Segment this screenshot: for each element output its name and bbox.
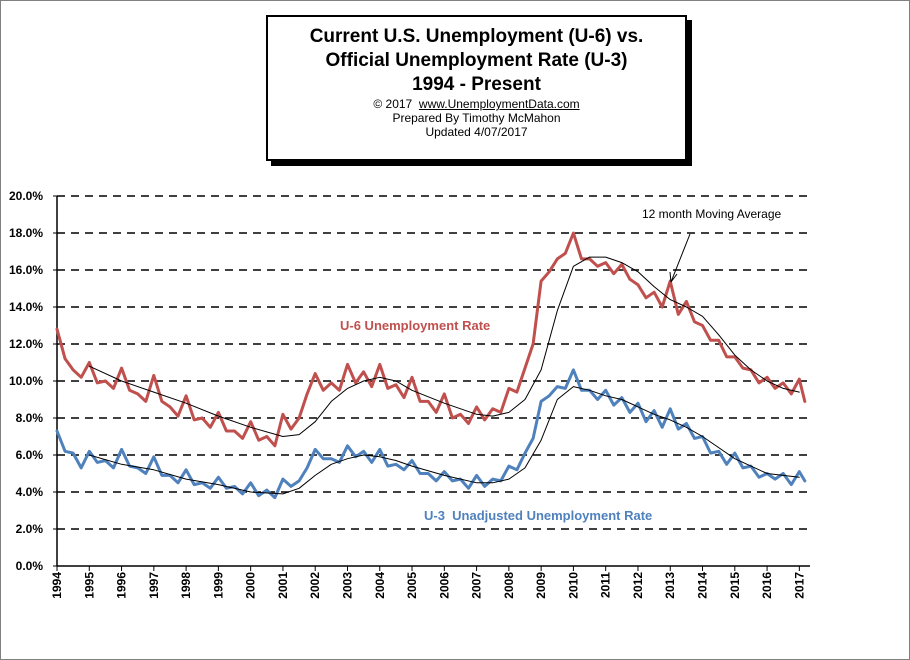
chart-title-line-3: 1994 - Present bbox=[412, 74, 541, 95]
x-tick-label: 2008 bbox=[502, 572, 516, 599]
x-tick-label: 1998 bbox=[179, 572, 193, 599]
moving-average-label: 12 month Moving Average bbox=[642, 207, 782, 221]
website-link[interactable]: www.UnemploymentData.com bbox=[418, 97, 580, 111]
moving-average-arrow-head bbox=[669, 271, 678, 283]
y-tick-label: 18.0% bbox=[9, 226, 43, 240]
y-tick-label: 16.0% bbox=[9, 263, 43, 277]
u3-series-label: U-3 Unadjusted Unemployment Rate bbox=[424, 508, 652, 523]
x-tick-label: 2017 bbox=[792, 572, 806, 599]
axis-layer: 0.0% 2.0% 4.0% 6.0% 8.0% 10.0% 12.0% 14.0% 16.0%… bbox=[9, 189, 810, 599]
x-tick-label: 2007 bbox=[470, 572, 484, 599]
x-tick-label: 2000 bbox=[244, 572, 258, 599]
x-tick-label: 2010 bbox=[566, 572, 580, 599]
u6-series-label: U-6 Unemployment Rate bbox=[340, 318, 490, 333]
x-tick-label: 1999 bbox=[211, 572, 225, 599]
y-tick-label: 20.0% bbox=[9, 189, 43, 203]
u6-moving-average-line bbox=[88, 256, 800, 437]
x-tick-label: 2006 bbox=[437, 572, 451, 599]
x-tick-label: 2016 bbox=[760, 572, 774, 599]
x-tick-label: 1996 bbox=[115, 572, 129, 599]
y-tick-label: 12.0% bbox=[9, 337, 43, 351]
x-tick-label: 2012 bbox=[631, 572, 645, 599]
chart-title-line-2: Official Unemployment Rate (U-3) bbox=[325, 50, 628, 71]
y-tick-label: 4.0% bbox=[16, 485, 44, 499]
x-tick-label: 2011 bbox=[599, 572, 613, 598]
annotation-layer: 12 month Moving Average U-6 Unemployment… bbox=[340, 207, 782, 523]
x-tick-label: 2005 bbox=[405, 572, 419, 599]
y-tick-label: 14.0% bbox=[9, 300, 43, 314]
x-tick-label: 1994 bbox=[50, 572, 64, 599]
y-tick-label: 6.0% bbox=[16, 448, 44, 462]
y-tick-label: 8.0% bbox=[16, 411, 44, 425]
x-tick-label: 2001 bbox=[276, 572, 290, 599]
chart-title-box: Current U.S. Unemployment (U-6) vs. Offi… bbox=[266, 15, 687, 161]
x-tick-label: 1995 bbox=[82, 572, 96, 599]
copyright-line: © 2017 www.UnemploymentData.com bbox=[268, 97, 685, 111]
moving-average-arrow-line bbox=[670, 233, 691, 283]
y-tick-label: 2.0% bbox=[16, 522, 44, 536]
x-tick-label: 2004 bbox=[373, 572, 387, 599]
prepared-by: Prepared By Timothy McMahon bbox=[392, 111, 561, 125]
x-tick-label: 2009 bbox=[534, 572, 548, 599]
x-tick-label: 2014 bbox=[696, 572, 710, 599]
x-tick-label: 2015 bbox=[728, 572, 742, 599]
y-tick-label: 0.0% bbox=[16, 559, 44, 573]
x-tick-label: 2002 bbox=[308, 572, 322, 599]
x-tick-label: 1997 bbox=[147, 572, 161, 599]
u-6-unemployment-rate-line bbox=[55, 231, 807, 448]
series-layer bbox=[55, 231, 807, 500]
u-3-unadjusted-unemployment-rate-line bbox=[55, 368, 807, 500]
x-tick-label: 2003 bbox=[340, 572, 354, 599]
u3-moving-average-line bbox=[88, 386, 800, 495]
copyright-text: © 2017 bbox=[373, 97, 413, 111]
x-tick-label: 2013 bbox=[663, 572, 677, 599]
chart-title-line-1: Current U.S. Unemployment (U-6) vs. bbox=[309, 26, 644, 47]
updated-date: Updated 4/07/2017 bbox=[425, 125, 528, 139]
y-tick-label: 10.0% bbox=[9, 374, 43, 388]
